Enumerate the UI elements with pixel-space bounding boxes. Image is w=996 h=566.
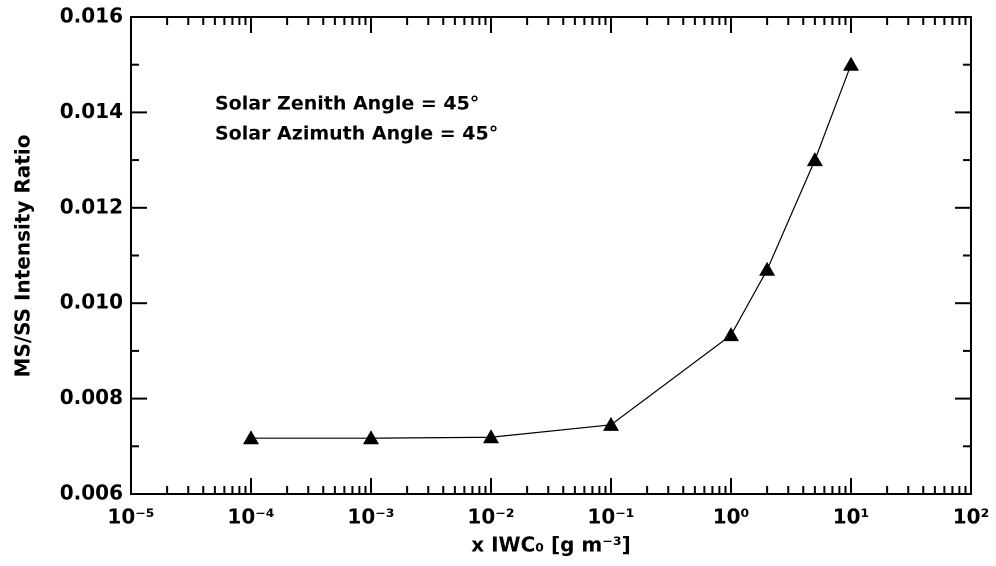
x-tick-label: 10⁻³ [347,505,394,529]
y-tick-label: 0.008 [60,385,123,409]
y-tick-label: 0.006 [60,481,123,505]
y-tick-label: 0.014 [60,99,123,123]
y-axis-label: MS/SS Intensity Ratio [11,135,35,378]
data-point [759,261,776,276]
annotation: Solar Azimuth Angle = 45° [215,123,498,145]
y-tick-label: 0.012 [60,194,123,218]
data-line [251,64,852,439]
x-tick-label: 10⁻¹ [587,505,634,529]
annotation: Solar Zenith Angle = 45° [215,93,479,115]
data-point [723,327,739,342]
data-point [603,416,619,431]
x-tick-label: 10⁻⁴ [227,505,274,529]
x-tick-label: 10⁻² [467,505,514,529]
plot-frame [130,16,972,495]
x-tick-label: 10² [953,505,990,529]
x-axis-label: x IWC₀ [g m⁻³] [471,533,630,557]
data-point [363,430,379,445]
data-point [806,152,823,167]
data-point [483,429,499,444]
data-point [843,56,859,71]
x-tick-label: 10¹ [833,505,870,529]
y-tick-label: 0.016 [60,4,123,28]
data-point [243,430,259,445]
x-tick-label: 10⁰ [713,505,750,529]
x-tick-label: 10⁻⁵ [107,505,154,529]
y-tick-label: 0.010 [60,290,123,314]
